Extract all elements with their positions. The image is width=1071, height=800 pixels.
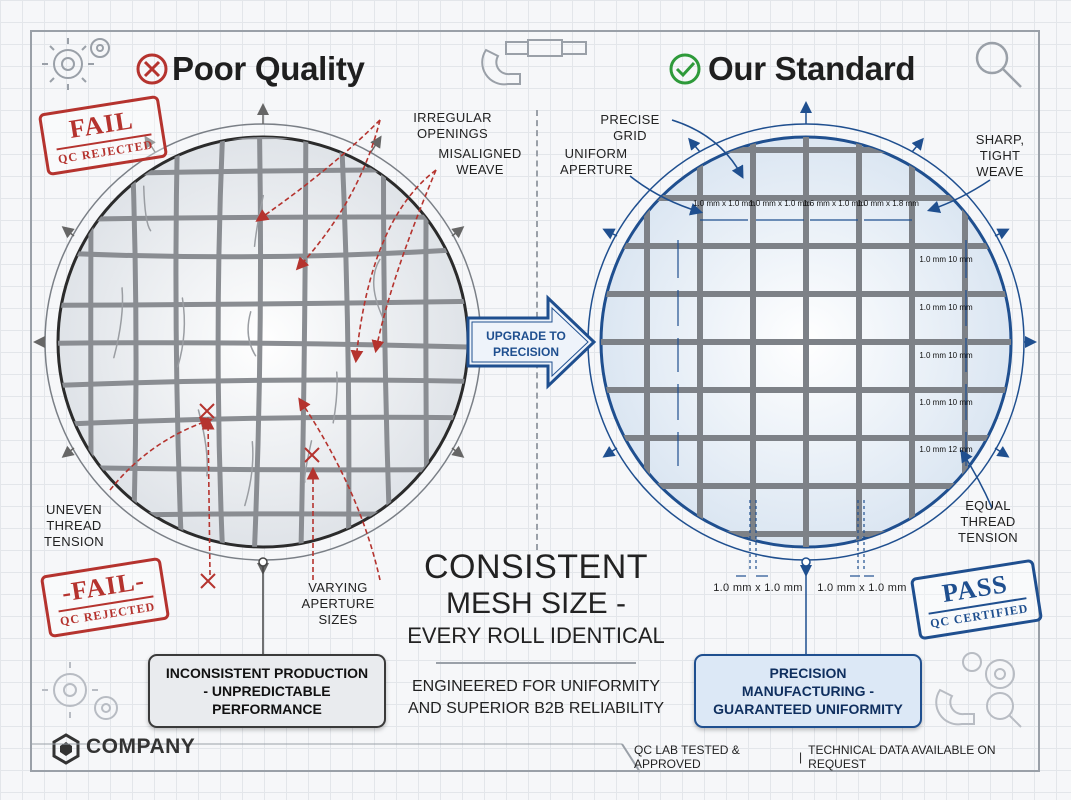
standard-mesh-sample: 1.0 mm x 1.0 mm 1.0 mm x 1.0 mm 1.6 mm x…: [575, 101, 1037, 654]
precision-manufacturing-callout: PRECISION MANUFACTURING - GUARANTEED UNI…: [694, 654, 922, 728]
footer-separator: |: [799, 750, 803, 764]
heading-text: Poor Quality: [172, 50, 365, 87]
heading-text: Our Standard: [708, 50, 916, 87]
mesh-thread: [47, 120, 53, 565]
magnifier-icon: [975, 41, 1022, 88]
footer-technical: TECHNICAL DATA AVAILABLE ON REQUEST: [808, 743, 996, 771]
mesh-thread: [58, 340, 468, 351]
annotation-uniform-aperture: UNIFORM APERTURE: [560, 146, 633, 177]
dimension-label: 1.0 mm 10 mm: [919, 255, 973, 264]
x-circle-icon: [136, 53, 168, 85]
loose-fiber: [176, 297, 186, 368]
loose-fiber: [372, 258, 385, 322]
company-name-text: COMPANY: [86, 735, 196, 758]
gear-icon: [42, 662, 118, 720]
company-name: COMPANY: [86, 735, 195, 759]
dimension-label: 1.0 mm 10 mm: [919, 398, 973, 407]
upgrade-label: UPGRADE TO PRECISION: [486, 329, 566, 359]
mesh-thread: [58, 245, 468, 260]
our-standard-heading: Our Standard: [708, 50, 916, 88]
annotation-misaligned-weave: MISALIGNED WEAVE: [438, 146, 522, 177]
gear-icon: [42, 38, 110, 90]
subtitle: ENGINEERED FOR UNIFORMITY AND SUPERIOR B…: [407, 678, 665, 717]
micrometer-icon: [481, 39, 587, 86]
annotation-equal-thread-tension: EQUAL THREAD TENSION: [958, 498, 1018, 545]
title-line: MESH SIZE -: [445, 587, 626, 620]
loose-fiber: [332, 371, 338, 424]
poor-mesh-sample: [33, 103, 493, 654]
annotation-precise-grid: PRECISE GRID: [600, 112, 660, 143]
dimension-label: 1.0 mm 10 mm: [919, 351, 973, 360]
mesh-thread: [58, 377, 468, 389]
dimension-label: 1.0 mm 12 mm: [919, 445, 973, 454]
loose-fiber: [253, 194, 265, 248]
loose-fiber: [142, 185, 152, 232]
dimension-label: 1.0 mm x 1.0 mm: [817, 582, 907, 594]
loose-fiber: [113, 287, 124, 359]
poor-quality-heading: Poor Quality: [172, 50, 365, 88]
mesh-thread: [58, 464, 468, 473]
dimension-label: 1.0 mm x 1.0 mm: [693, 199, 755, 208]
mesh-thread: [58, 414, 468, 428]
dimension-label: 1.0 mm x 1.0 mm: [713, 582, 803, 594]
dimension-label: 1.0 mm x 1.8 mm: [857, 199, 919, 208]
title-line: EVERY ROLL IDENTICAL: [407, 623, 665, 648]
annotation-varying-aperture-sizes: VARYING APERTURE SIZES: [301, 580, 375, 627]
footer-bar: QC LAB TESTED & APPROVED | TECHNICAL DAT…: [634, 743, 1034, 771]
annotation-uneven-thread-tension: UNEVEN THREAD TENSION: [44, 502, 104, 549]
annotation-sharp-tight-weave: SHARP, TIGHT WEAVE: [975, 132, 1025, 179]
mesh-thread: [58, 298, 468, 308]
check-circle-icon: [669, 53, 701, 85]
title-divider: [436, 662, 636, 664]
title-line: CONSISTENT: [423, 548, 649, 586]
mesh-thread: [423, 137, 430, 547]
dimension-label: 1.0 mm 10 mm: [919, 303, 973, 312]
inconsistent-production-callout: INCONSISTENT PRODUCTION - UNPREDICTABLE …: [148, 654, 386, 728]
outer-frame: [30, 30, 1040, 772]
dimension-label: 1.6 mm x 1.0 mm: [803, 199, 865, 208]
dimension-label: 1.0 mm x 1.0 mm: [749, 199, 811, 208]
center-message: CONSISTENT MESH SIZE - EVERY ROLL IDENTI…: [405, 548, 667, 720]
gear-icon: [935, 652, 1022, 728]
upgrade-arrow: [466, 294, 597, 390]
annotation-irregular-openings: IRREGULAR OPENINGS: [413, 110, 492, 141]
loose-fiber: [244, 440, 254, 507]
company-logo-icon: [52, 733, 80, 765]
footer-tested: QC LAB TESTED & APPROVED: [634, 743, 740, 771]
loose-fiber: [247, 311, 257, 357]
loose-fiber: [303, 440, 313, 483]
